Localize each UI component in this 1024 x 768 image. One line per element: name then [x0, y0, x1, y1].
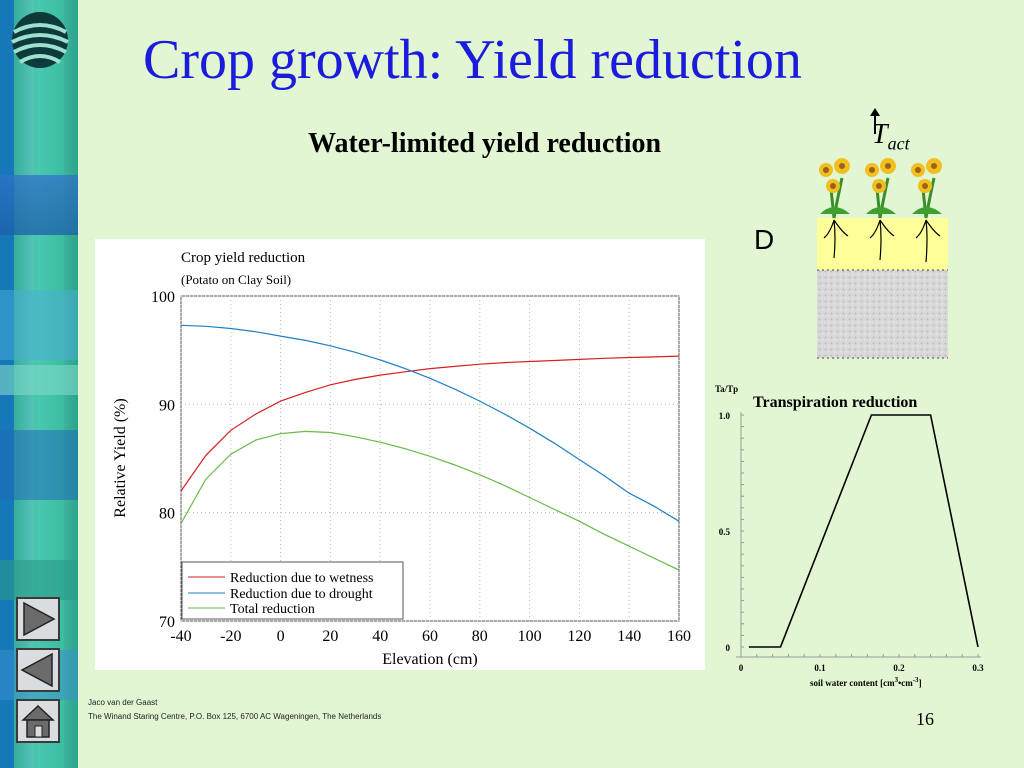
- x-tick-label: 0: [277, 628, 285, 645]
- legend-label-drought: Reduction due to drought: [230, 587, 373, 602]
- plant-icon: [819, 158, 850, 259]
- series-line-2: [180, 430, 680, 571]
- y-tick-label: 100: [151, 289, 175, 306]
- x-axis-label: Elevation (cm): [382, 651, 478, 668]
- tact-label: Tact: [872, 121, 910, 153]
- x-tick-label: -20: [220, 628, 241, 645]
- ta-tp-axis-label: Ta/Tp: [715, 384, 738, 394]
- subsoil-layer: [817, 270, 948, 358]
- transpiration-chart: Transpiration reduction Ta/Tp 0 0.1 0.2 0.3…: [715, 384, 984, 688]
- play-right-icon: [23, 601, 56, 637]
- transpiration-y-tick-labels: 0 0.5 1.0: [719, 411, 731, 653]
- x-tick-label: 0.1: [814, 663, 826, 673]
- y-tick-label: 90: [159, 397, 175, 414]
- play-left-icon: [20, 652, 53, 688]
- depth-label: D: [754, 224, 775, 255]
- y-axis-label: Relative Yield (%): [112, 398, 129, 517]
- x-tick-label: 20: [322, 628, 338, 645]
- slide-title: Crop growth: Yield reduction: [143, 29, 802, 91]
- x-tick-label: 80: [472, 628, 488, 645]
- y-tick-label: 0.5: [719, 527, 731, 537]
- legend-label-wetness: Reduction due to wetness: [230, 571, 373, 586]
- x-tick-label: 0.2: [893, 663, 905, 673]
- x-tick-label: 40: [372, 628, 388, 645]
- x-tick-label: 0: [739, 663, 744, 673]
- tact-sub: act: [887, 133, 910, 154]
- yield-chart: Crop yield reduction (Potato on Clay Soi…: [112, 250, 691, 668]
- home-icon: [21, 704, 55, 738]
- yield-chart-panel: Crop yield reduction (Potato on Clay Soi…: [95, 239, 705, 670]
- home-button[interactable]: [16, 699, 60, 743]
- x-tick-label: 60: [422, 628, 438, 645]
- plant-icon: [865, 158, 896, 261]
- series-lines: [180, 324, 680, 571]
- x-tick-label: 160: [667, 628, 691, 645]
- slide-subtitle: Water-limited yield reduction: [308, 128, 662, 159]
- soil-water-axis-label: soil water content [cm3•cm-3]: [810, 676, 922, 688]
- x-tick-labels: -40 -20 0 20 40 60 80 100 120 140 160: [170, 628, 691, 645]
- transpiration-x-tick-labels: 0 0.1 0.2 0.3: [739, 663, 984, 673]
- transpiration-curve: [748, 414, 979, 648]
- x-tick-label: 0.3: [972, 663, 984, 673]
- root-zone-layer: [817, 218, 948, 270]
- page-number: 16: [916, 709, 934, 729]
- soil-crop-illustration: [817, 108, 948, 359]
- legend: Reduction due to wetness Reduction due t…: [181, 561, 404, 620]
- transpiration-axes: [736, 412, 981, 658]
- footer-address: The Winand Staring Centre, P.O. Box 125,…: [88, 712, 382, 721]
- y-tick-label: 80: [159, 506, 175, 523]
- grid: [180, 295, 680, 622]
- x-tick-label: 100: [518, 628, 542, 645]
- y-tick-label: 0: [726, 643, 731, 653]
- next-slide-button[interactable]: [16, 597, 60, 641]
- transpiration-series-line: [748, 414, 979, 648]
- globe-logo-icon: [11, 12, 69, 68]
- chart-title: Crop yield reduction: [181, 250, 306, 266]
- x-tick-label: -40: [170, 628, 191, 645]
- series-line-0: [180, 355, 680, 492]
- y-tick-labels: 70 80 90 100: [151, 289, 175, 631]
- footer-author: Jaco van der Gaast: [88, 698, 158, 707]
- y-tick-label: 70: [159, 614, 175, 631]
- legend-box: [181, 561, 404, 620]
- transpiration-chart-title: Transpiration reduction: [753, 394, 917, 411]
- previous-slide-button[interactable]: [16, 648, 60, 692]
- series-line-1: [180, 324, 680, 522]
- chart-subtitle: (Potato on Clay Soil): [181, 272, 291, 287]
- legend-label-total: Total reduction: [230, 602, 315, 617]
- x-tick-label: 140: [617, 628, 641, 645]
- plant-icon: [911, 158, 942, 263]
- x-tick-label: 120: [567, 628, 591, 645]
- tact-main: T: [872, 119, 888, 150]
- y-tick-label: 1.0: [719, 411, 731, 421]
